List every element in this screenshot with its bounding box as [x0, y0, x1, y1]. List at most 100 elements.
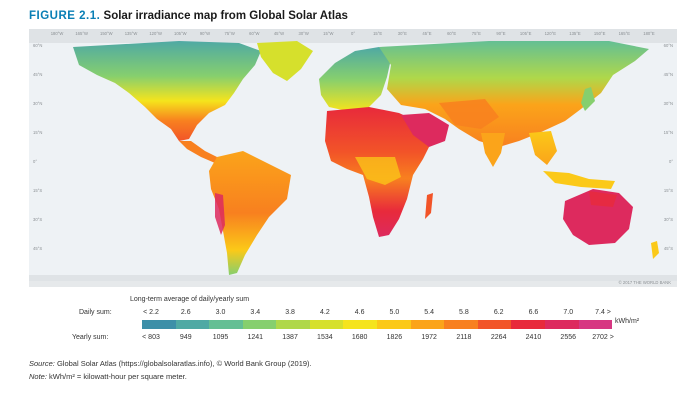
longitude-label: 75°W — [225, 31, 235, 36]
tick-label: 5.0 — [389, 309, 400, 316]
longitude-label: 15°E — [373, 31, 382, 36]
color-swatch — [175, 320, 210, 329]
latitude-label: 45°N — [33, 72, 42, 77]
source-label: Source: — [29, 359, 55, 368]
central-africa-region — [355, 157, 401, 185]
yearly-sum-label: Yearly sum: — [72, 334, 109, 341]
longitude-label: 60°W — [249, 31, 259, 36]
tick-label: 2702 > — [592, 334, 614, 341]
tick-label: 2118 — [456, 334, 472, 341]
tick-label: 1972 — [421, 334, 437, 341]
longitude-label: 30°E — [398, 31, 407, 36]
color-swatch — [343, 320, 378, 329]
tick-label: 3.0 — [215, 309, 226, 316]
europe-landmass — [319, 47, 391, 111]
note-line: Note: kWh/m² = kilowatt-hour per square … — [29, 372, 187, 381]
tick-label: 6.6 — [528, 309, 539, 316]
atacama-desert-region — [215, 193, 225, 235]
japan-landmass — [581, 87, 595, 111]
tick-label: 3.8 — [285, 309, 295, 316]
daily-sum-label: Daily sum: — [79, 309, 112, 316]
tick-label: 1387 — [282, 334, 298, 341]
tick-label: 2.6 — [180, 309, 191, 316]
longitude-label: 120°W — [149, 31, 162, 36]
tick-label: 1095 — [212, 334, 229, 341]
tick-label: < 2.2 — [143, 309, 159, 316]
indonesia-landmass — [543, 171, 615, 189]
latitude-labels-left: 60°N 45°N 30°N 15°N 0° 15°S 30°S 45°S — [33, 43, 42, 251]
longitude-label: 90°W — [200, 31, 210, 36]
south-america-landmass — [209, 151, 291, 275]
asia-landmass — [379, 41, 649, 147]
source-text: Global Solar Atlas (https://globalsolara… — [54, 359, 312, 368]
tick-label: 2410 — [525, 334, 542, 341]
new-zealand-landmass — [651, 241, 659, 259]
color-swatch — [410, 320, 445, 329]
longitude-label: 135°E — [569, 31, 581, 36]
copyright-label: © 2017 THE WORLD BANK — [619, 280, 672, 285]
india-landmass — [481, 133, 505, 167]
latitude-label: 0° — [669, 159, 673, 164]
tick-label: 7.4 > — [595, 309, 611, 316]
unit-label: kWh/m² — [615, 318, 640, 325]
legend: Long-term average of daily/yearly sum Da… — [29, 293, 677, 348]
longitude-label: 165°W — [75, 31, 88, 36]
longitude-label: 105°E — [520, 31, 532, 36]
latitude-label: 60°N — [33, 43, 42, 48]
note-text: kWh/m² = kilowatt-hour per square meter. — [46, 372, 187, 381]
tick-label: 1826 — [386, 334, 403, 341]
world-map-svg: 60°N 45°N 30°N 15°N 0° 15°S 30°S 45°S 60°N 45°N 3… — [29, 29, 677, 287]
madagascar-landmass — [425, 193, 433, 219]
longitude-label: 165°E — [619, 31, 631, 36]
color-swatch — [377, 320, 411, 329]
color-swatch — [477, 320, 512, 329]
latitude-label: 30°N — [664, 101, 673, 106]
australia-landmass — [563, 189, 633, 245]
north-america-landmass — [73, 41, 261, 141]
latitude-label: 15°N — [33, 130, 42, 135]
graticule-top-band — [29, 29, 677, 43]
longitude-label: 75°E — [472, 31, 481, 36]
arabia-landmass — [401, 113, 449, 147]
longitude-label: 105°W — [174, 31, 187, 36]
latitude-label: 0° — [33, 159, 37, 164]
greenland-landmass — [257, 41, 313, 81]
tick-label: 7.0 — [563, 309, 574, 316]
legend-title: Long-term average of daily/yearly sum — [130, 296, 250, 303]
longitude-labels-top: 180°W 165°W 150°W 135°W 120°W 105°W 90°W 75°W 60… — [51, 31, 655, 36]
color-swatch — [209, 320, 243, 329]
color-swatch — [276, 320, 310, 329]
latitude-label: 30°N — [33, 101, 42, 106]
tick-label: 1241 — [247, 334, 264, 341]
latitude-label: 60°N — [664, 43, 673, 48]
longitude-label: 90°E — [496, 31, 505, 36]
tick-label: < 803 — [142, 334, 160, 341]
longitude-label: 45°E — [422, 31, 431, 36]
color-swatch — [309, 320, 344, 329]
longitude-label: 60°E — [447, 31, 456, 36]
central-asia-region — [439, 99, 499, 129]
latitude-label: 45°N — [664, 72, 673, 77]
latitude-label: 15°S — [33, 188, 42, 193]
tick-label: 4.6 — [354, 309, 365, 316]
tick-label: 1680 — [351, 334, 368, 341]
antarctica-band — [29, 281, 677, 287]
color-swatch — [142, 320, 176, 329]
longitude-label: 150°W — [100, 31, 113, 36]
tick-label: 1534 — [317, 334, 333, 341]
longitude-label: 30°W — [299, 31, 309, 36]
southeast-asia-landmass — [529, 131, 557, 165]
note-label: Note: — [29, 372, 47, 381]
latitude-label: 45°S — [33, 246, 42, 251]
longitude-label: 135°W — [125, 31, 138, 36]
tick-label: 949 — [179, 334, 192, 341]
tick-label: 5.8 — [459, 309, 469, 316]
longitude-label: 15°W — [323, 31, 333, 36]
longitude-label: 150°E — [594, 31, 606, 36]
tick-label: 2264 — [490, 334, 507, 341]
tick-label: 5.4 — [424, 309, 435, 316]
longitude-label: 120°E — [545, 31, 557, 36]
color-swatch — [444, 320, 478, 329]
tick-label: 6.2 — [493, 309, 504, 316]
tick-label: 3.4 — [250, 309, 261, 316]
